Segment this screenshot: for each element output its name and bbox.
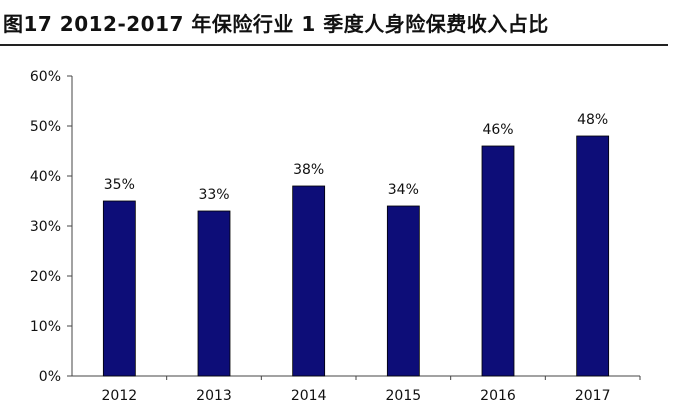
title-divider xyxy=(0,44,668,46)
x-tick-label: 2012 xyxy=(102,388,138,404)
x-tick-label: 2017 xyxy=(575,388,611,404)
y-tick-label: 60% xyxy=(30,69,61,85)
data-label-2013: 33% xyxy=(198,187,229,203)
bar-2016 xyxy=(481,145,515,377)
y-tick-label: 50% xyxy=(30,119,61,135)
y-tick-label: 40% xyxy=(30,169,61,185)
y-tick-label: 20% xyxy=(30,269,61,285)
bar-2017 xyxy=(576,135,610,377)
figure-title: 图17 2012-2017 年保险行业 1 季度人身险保费收入占比 xyxy=(3,12,549,36)
y-tick-label: 30% xyxy=(30,219,61,235)
data-label-2014: 38% xyxy=(293,162,324,178)
bar-2014 xyxy=(292,185,326,377)
data-label-2012: 35% xyxy=(104,177,135,193)
data-labels: 35% 33% 38% 34% 46% 48% xyxy=(104,112,608,203)
data-label-2017: 48% xyxy=(577,112,608,128)
bar-series xyxy=(102,135,610,377)
data-label-2015: 34% xyxy=(388,182,419,198)
x-axis: 2012 2013 2014 2015 2016 2017 xyxy=(72,375,641,404)
x-tick-label: 2015 xyxy=(386,388,422,404)
bar-2013 xyxy=(197,210,231,377)
x-tick-label: 2014 xyxy=(291,388,327,404)
bar-2015 xyxy=(386,205,420,377)
x-tick-label: 2013 xyxy=(196,388,232,404)
y-axis: 0% 10% 20% 30% 40% 50% 60% xyxy=(30,69,73,385)
data-label-2016: 46% xyxy=(482,122,513,138)
x-tick-label: 2016 xyxy=(480,388,516,404)
y-tick-label: 0% xyxy=(39,369,61,385)
bar-2012 xyxy=(102,200,136,377)
y-tick-label: 10% xyxy=(30,319,61,335)
